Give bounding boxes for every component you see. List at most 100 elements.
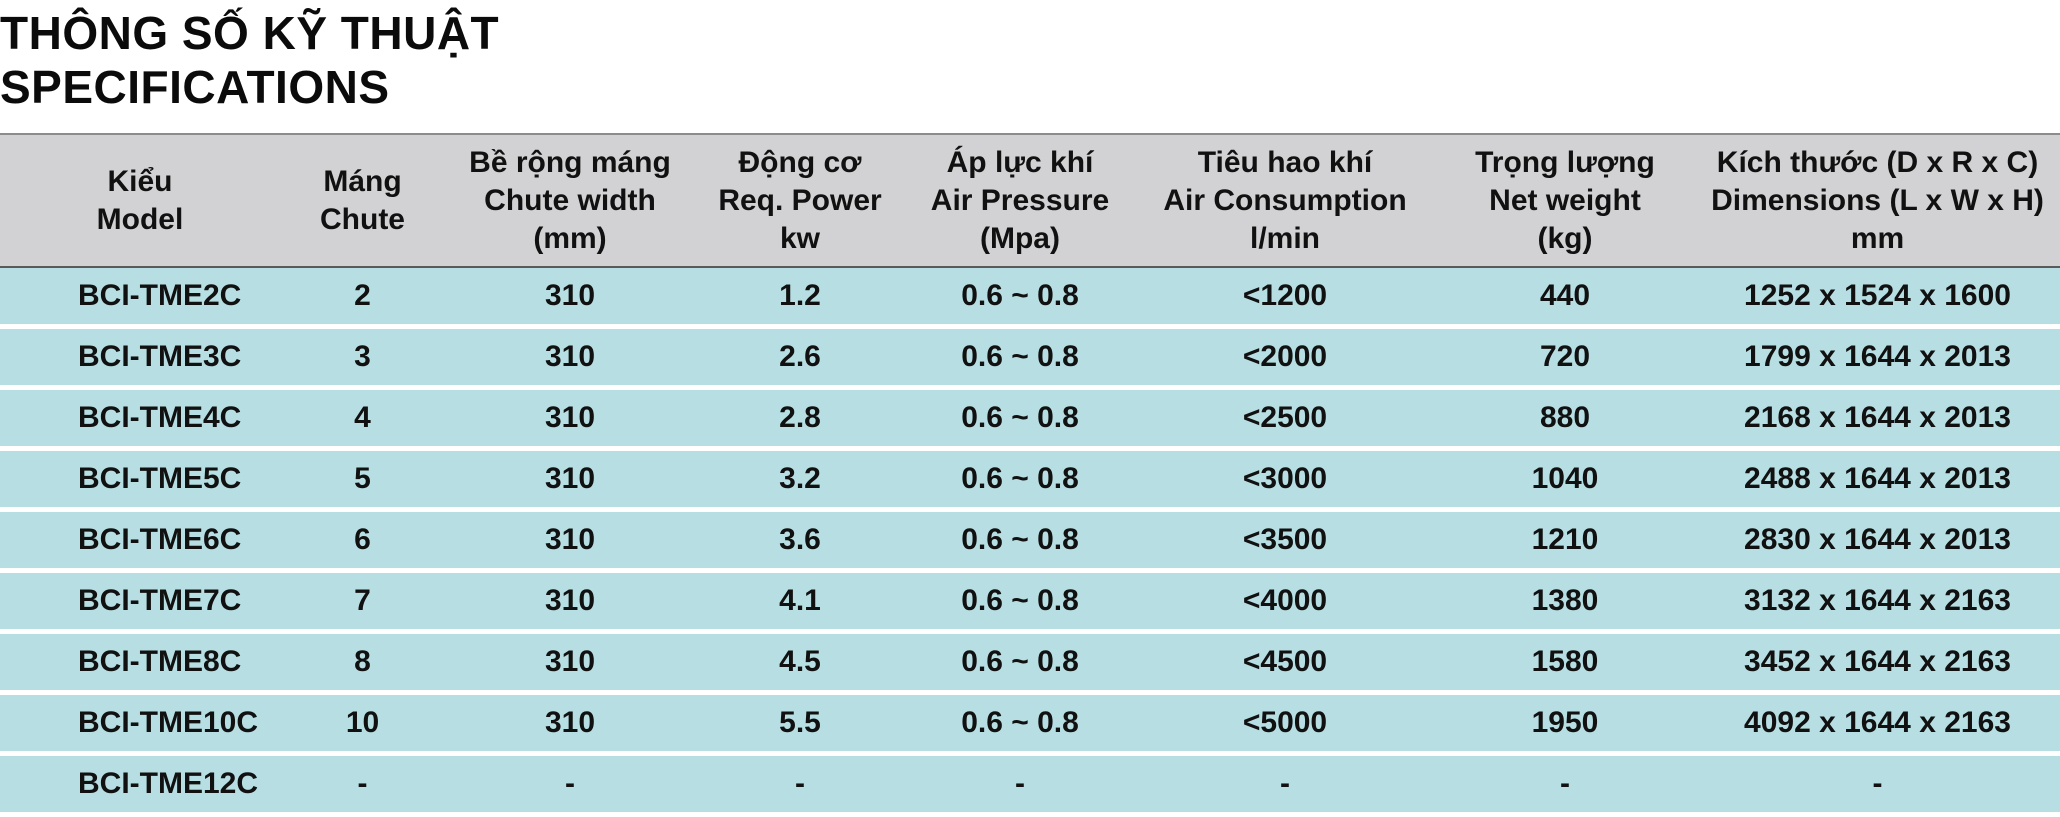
table-row: BCI-TME4C 4 310 2.8 0.6 ~ 0.8 <2500 880 …	[0, 387, 2060, 451]
header-unit: (kg)	[1537, 221, 1593, 255]
cell-chute: 3	[280, 326, 445, 390]
cell-net-weight: 440	[1435, 267, 1695, 329]
table-row: BCI-TME2C 2 310 1.2 0.6 ~ 0.8 <1200 440 …	[0, 267, 2060, 329]
cell-air-pressure: 0.6 ~ 0.8	[905, 509, 1135, 573]
table-body: BCI-TME2C 2 310 1.2 0.6 ~ 0.8 <1200 440 …	[0, 267, 2060, 817]
header-label-en: Model	[96, 202, 184, 236]
cell-chute-width: 310	[445, 267, 695, 329]
header-unit: l/min	[1249, 221, 1320, 255]
cell-chute-width: 310	[445, 692, 695, 756]
cell-air-consumption: <4000	[1135, 570, 1435, 634]
cell-air-consumption: -	[1135, 753, 1435, 817]
cell-chute-width: 310	[445, 387, 695, 451]
cell-model: BCI-TME8C	[0, 631, 280, 695]
title-english: SPECIFICATIONS	[0, 61, 390, 113]
cell-net-weight: 1210	[1435, 509, 1695, 573]
cell-air-consumption: <3500	[1135, 509, 1435, 573]
cell-chute: 6	[280, 509, 445, 573]
header-air-consumption: Tiêu hao khí Air Consumption l/min	[1135, 133, 1435, 268]
cell-chute-width: 310	[445, 509, 695, 573]
header-label-en: Dimensions (L x W x H)	[1711, 183, 2044, 217]
cell-chute: 2	[280, 267, 445, 329]
header-chute-width: Bề rộng máng Chute width (mm)	[445, 133, 695, 268]
cell-air-consumption: <4500	[1135, 631, 1435, 695]
cell-dimensions: 3132 x 1644 x 2163	[1695, 570, 2060, 634]
cell-req-power: 4.5	[695, 631, 905, 695]
cell-dimensions: -	[1695, 753, 2060, 817]
cell-air-pressure: -	[905, 753, 1135, 817]
header-label-en: Net weight	[1489, 183, 1641, 217]
cell-air-pressure: 0.6 ~ 0.8	[905, 631, 1135, 695]
header-label-vi: Kích thước (D x R x C)	[1716, 145, 2039, 179]
header-unit: kw	[779, 221, 821, 255]
cell-req-power: 3.2	[695, 448, 905, 512]
cell-model: BCI-TME10C	[0, 692, 280, 756]
header-row: Kiểu Model Máng Chute Bề rộng máng Chute…	[0, 133, 2060, 268]
header-label-vi: Máng	[323, 164, 402, 198]
table-row: BCI-TME3C 3 310 2.6 0.6 ~ 0.8 <2000 720 …	[0, 326, 2060, 390]
cell-chute-width: 310	[445, 326, 695, 390]
cell-chute-width: 310	[445, 448, 695, 512]
cell-dimensions: 3452 x 1644 x 2163	[1695, 631, 2060, 695]
cell-net-weight: 1580	[1435, 631, 1695, 695]
header-label-vi: Động cơ	[738, 145, 862, 179]
table-row: BCI-TME6C 6 310 3.6 0.6 ~ 0.8 <3500 1210…	[0, 509, 2060, 573]
cell-net-weight: 1380	[1435, 570, 1695, 634]
cell-model: BCI-TME4C	[0, 387, 280, 451]
header-model: Kiểu Model	[0, 133, 280, 268]
table-row: BCI-TME12C - - - - - - -	[0, 753, 2060, 817]
header-label-en: Req. Power	[718, 183, 882, 217]
cell-chute: 5	[280, 448, 445, 512]
specifications-table: Kiểu Model Máng Chute Bề rộng máng Chute…	[0, 133, 2060, 817]
table-row: BCI-TME10C 10 310 5.5 0.6 ~ 0.8 <5000 19…	[0, 692, 2060, 756]
cell-dimensions: 4092 x 1644 x 2163	[1695, 692, 2060, 756]
cell-air-pressure: 0.6 ~ 0.8	[905, 387, 1135, 451]
cell-air-pressure: 0.6 ~ 0.8	[905, 326, 1135, 390]
cell-model: BCI-TME5C	[0, 448, 280, 512]
cell-req-power: -	[695, 753, 905, 817]
header-label-en: Chute	[320, 202, 405, 236]
header-label-en: Air Consumption	[1163, 183, 1407, 217]
cell-chute: -	[280, 753, 445, 817]
header-label-vi: Tiêu hao khí	[1197, 145, 1373, 179]
header-label-en: Chute width	[484, 183, 656, 217]
cell-chute: 8	[280, 631, 445, 695]
cell-air-pressure: 0.6 ~ 0.8	[905, 570, 1135, 634]
cell-model: BCI-TME2C	[0, 267, 280, 329]
cell-dimensions: 2168 x 1644 x 2013	[1695, 387, 2060, 451]
header-unit: mm	[1850, 221, 1905, 255]
header-air-pressure: Áp lực khí Air Pressure (Mpa)	[905, 133, 1135, 268]
cell-air-consumption: <2500	[1135, 387, 1435, 451]
table-row: BCI-TME8C 8 310 4.5 0.6 ~ 0.8 <4500 1580…	[0, 631, 2060, 695]
header-net-weight: Trọng lượng Net weight (kg)	[1435, 133, 1695, 268]
cell-chute-width: 310	[445, 631, 695, 695]
cell-net-weight: -	[1435, 753, 1695, 817]
cell-req-power: 4.1	[695, 570, 905, 634]
title-vietnamese: THÔNG SỐ KỸ THUẬT	[0, 7, 500, 59]
header-label-en: Air Pressure	[930, 183, 1110, 217]
cell-chute: 4	[280, 387, 445, 451]
cell-chute-width: 310	[445, 570, 695, 634]
cell-req-power: 1.2	[695, 267, 905, 329]
cell-model: BCI-TME12C	[0, 753, 280, 817]
header-chute: Máng Chute	[280, 133, 445, 268]
cell-air-pressure: 0.6 ~ 0.8	[905, 267, 1135, 329]
header-dimensions: Kích thước (D x R x C) Dimensions (L x W…	[1695, 133, 2060, 268]
page-title: THÔNG SỐ KỸ THUẬT SPECIFICATIONS	[0, 6, 499, 114]
cell-model: BCI-TME3C	[0, 326, 280, 390]
cell-req-power: 2.6	[695, 326, 905, 390]
cell-dimensions: 2488 x 1644 x 2013	[1695, 448, 2060, 512]
cell-chute-width: -	[445, 753, 695, 817]
header-label-vi: Bề rộng máng	[469, 145, 671, 179]
table-row: BCI-TME7C 7 310 4.1 0.6 ~ 0.8 <4000 1380…	[0, 570, 2060, 634]
header-label-vi: Kiểu	[107, 164, 173, 198]
cell-net-weight: 880	[1435, 387, 1695, 451]
header-unit: (mm)	[533, 221, 607, 255]
cell-dimensions: 1252 x 1524 x 1600	[1695, 267, 2060, 329]
cell-req-power: 2.8	[695, 387, 905, 451]
cell-req-power: 5.5	[695, 692, 905, 756]
cell-model: BCI-TME7C	[0, 570, 280, 634]
cell-chute: 10	[280, 692, 445, 756]
cell-dimensions: 2830 x 1644 x 2013	[1695, 509, 2060, 573]
header-label-vi: Áp lực khí	[946, 145, 1094, 179]
